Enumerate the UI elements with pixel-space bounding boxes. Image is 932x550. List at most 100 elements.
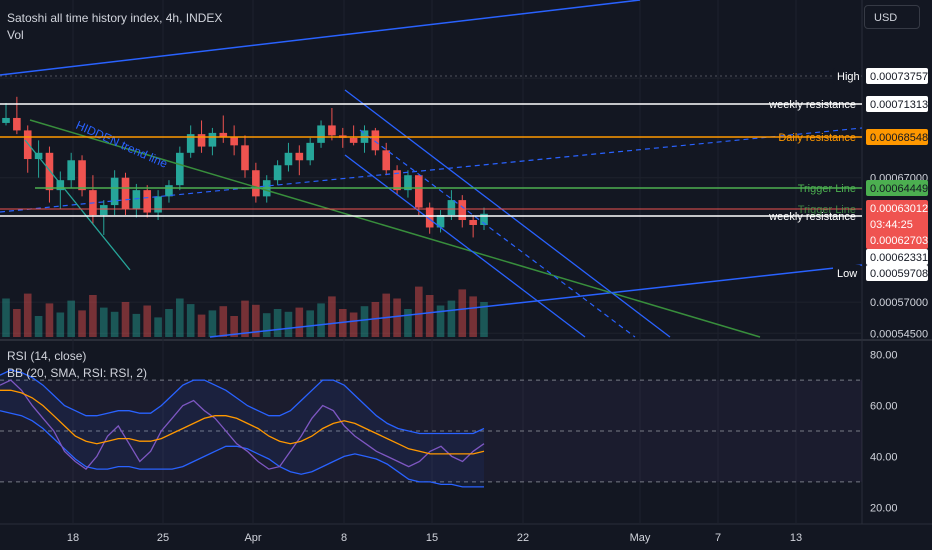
candle-body [2,117,10,123]
marker-price-tag-bg [866,249,928,265]
candle-body [480,213,488,225]
last-price-countdown: 03:44:25 [870,219,913,231]
x-tick-label: 22 [517,532,529,544]
candle-body [176,152,184,186]
axes: 1825Apr81522May7130.000750000.000670000.… [67,68,928,544]
last-price-alt: 0.00062703 [870,235,928,247]
volume-bar [425,295,434,337]
candle-body [393,170,401,191]
volume-label: Vol [7,28,24,42]
x-tick-label: May [630,532,651,544]
volume-bar [56,312,65,337]
low-price-tag-text: 0.00059708 [870,268,928,280]
volume-bar [241,300,249,337]
candle-body [317,125,325,143]
volume-bar [349,312,358,337]
low-label-tag: Low [833,265,861,281]
candle-body [447,200,456,216]
candle-body [110,177,119,206]
volume-bar [197,314,206,337]
candle-body [404,175,412,191]
volume-bar [273,309,282,337]
x-tick-label: 15 [426,532,438,544]
rsi-y-tick: 20.00 [870,502,898,514]
bb-title: BB (20, SMA, RSI: RSI, 2) [7,366,148,380]
volume-bar [154,317,162,337]
x-tick-label: Apr [244,532,261,544]
y-tick-label: 0.00054500 [870,328,928,340]
volume-bar [165,309,173,337]
x-tick-label: 7 [715,532,721,544]
high-price-tag-text: 0.00073757 [870,71,928,83]
volume-bar [143,305,152,337]
volume-bar [23,293,32,337]
currency-button[interactable]: USD [864,5,920,29]
volume-bar [208,310,217,337]
weekly-resistance-label: weekly resistance [768,99,856,111]
low-label-tag-bg [833,265,861,281]
candle-body [186,134,195,153]
volume-bar [382,293,391,337]
volume-bar [317,303,325,337]
rsi-y-tick: 80.00 [870,350,898,362]
volume-bar [404,309,412,337]
rsi-pane [0,369,862,488]
volume-bar [34,316,43,337]
candle-body [13,117,21,131]
volume-bar [176,298,184,337]
weekly-resistance-price-tag-bg [866,96,928,112]
weekly-resistance-price-tag-text: 0.00071313 [870,99,928,111]
x-tick-label: 13 [790,532,802,544]
y-tick-label: 0.00057000 [870,297,928,309]
candle-body [328,125,336,136]
candle-body [458,200,467,221]
candle-body [349,137,358,143]
candle-body [252,170,260,197]
daily-resistance-price-tag-text: 0.00068548 [870,132,928,144]
volume-bar [447,300,456,337]
high-price-tag-bg [866,68,928,84]
candle-body [306,142,314,161]
volume-bar [219,306,228,337]
high-label-tag-text: High [837,71,860,83]
trigger-line-price-tag: 0.00064449 [866,180,928,196]
channel-lower [344,154,586,338]
trigger-line-price-tag-text: 0.00064449 [870,183,928,195]
rsi-y-tick: 40.00 [870,451,898,463]
candle-body [371,130,380,151]
long-blue-trendline [0,0,641,76]
volume-bar [121,302,130,337]
volume-bars [2,286,488,337]
rsi-title: RSI (14, close) [7,349,87,363]
daily-resistance-price-tag-bg [866,129,928,145]
candle-body [154,196,162,213]
low-label-tag-text: Low [837,268,857,280]
volume-bar [371,302,380,337]
hidden-trendline-line [24,139,131,271]
weekly-resistance-label-2: weekly resistance [768,211,856,223]
candle-body [382,150,391,171]
candle-body [219,132,228,137]
trigger-line-label-2: Trigger Line [798,204,856,216]
volume-bar [13,309,21,337]
volume-bar [393,298,401,337]
candle-body [425,207,434,228]
low-price-tag: 0.00059708 [866,265,928,281]
volume-bar [458,289,467,337]
candle-body [121,177,130,209]
candle-body [45,152,54,191]
candle-body [78,160,86,191]
volume-bar [436,305,445,337]
last-price-bg [866,200,928,249]
channel-upper [344,89,671,338]
last-price-tag: 0.00063012 03:44:25 0.00062703 [866,200,928,249]
volume-bar [262,313,271,337]
volume-bar [295,307,304,337]
x-tick-label: 18 [67,532,79,544]
x-tick-label: 25 [157,532,169,544]
volume-bar [480,302,488,337]
chart-title: Satoshi all time history index, 4h, INDE… [7,11,223,25]
marker-price-tag: 0.00062331 [866,249,928,265]
rsi-y-tick: 60.00 [870,401,898,413]
